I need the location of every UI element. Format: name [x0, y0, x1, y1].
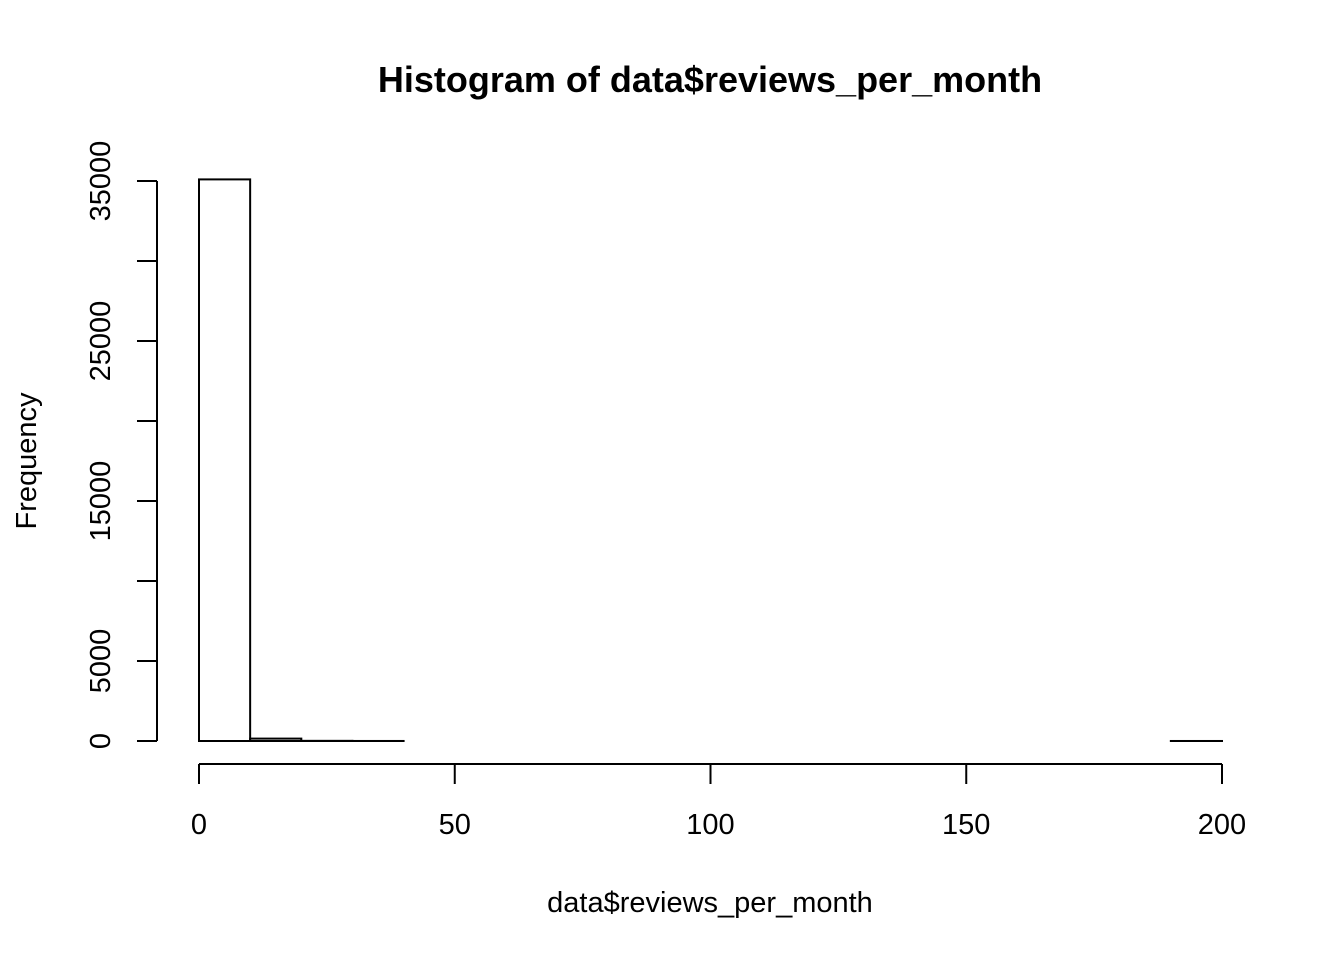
- x-tick-label-0: 0: [191, 809, 207, 841]
- y-axis: 0 5000 15000 25000 35000: [85, 141, 158, 749]
- x-tick-label-3: 150: [942, 809, 990, 841]
- x-axis: 0 50 100 150 200: [191, 763, 1246, 841]
- histogram-bar-0: [198, 178, 252, 742]
- chart-title: Histogram of data$reviews_per_month: [378, 59, 1042, 100]
- y-tick-label-4: 35000: [85, 141, 117, 222]
- x-tick-label-1: 50: [439, 809, 471, 841]
- x-axis-label: data$reviews_per_month: [547, 887, 873, 919]
- y-tick-label-1: 5000: [85, 629, 117, 694]
- y-axis-label: Frequency: [11, 392, 43, 530]
- x-tick-label-4: 200: [1198, 809, 1246, 841]
- y-tick-label-0: 0: [85, 733, 117, 749]
- y-tick-label-3: 25000: [85, 301, 117, 382]
- x-tick-label-2: 100: [686, 809, 734, 841]
- y-tick-label-2: 15000: [85, 461, 117, 542]
- bars-group: [198, 178, 1223, 743]
- histogram-bar-1: [249, 737, 303, 742]
